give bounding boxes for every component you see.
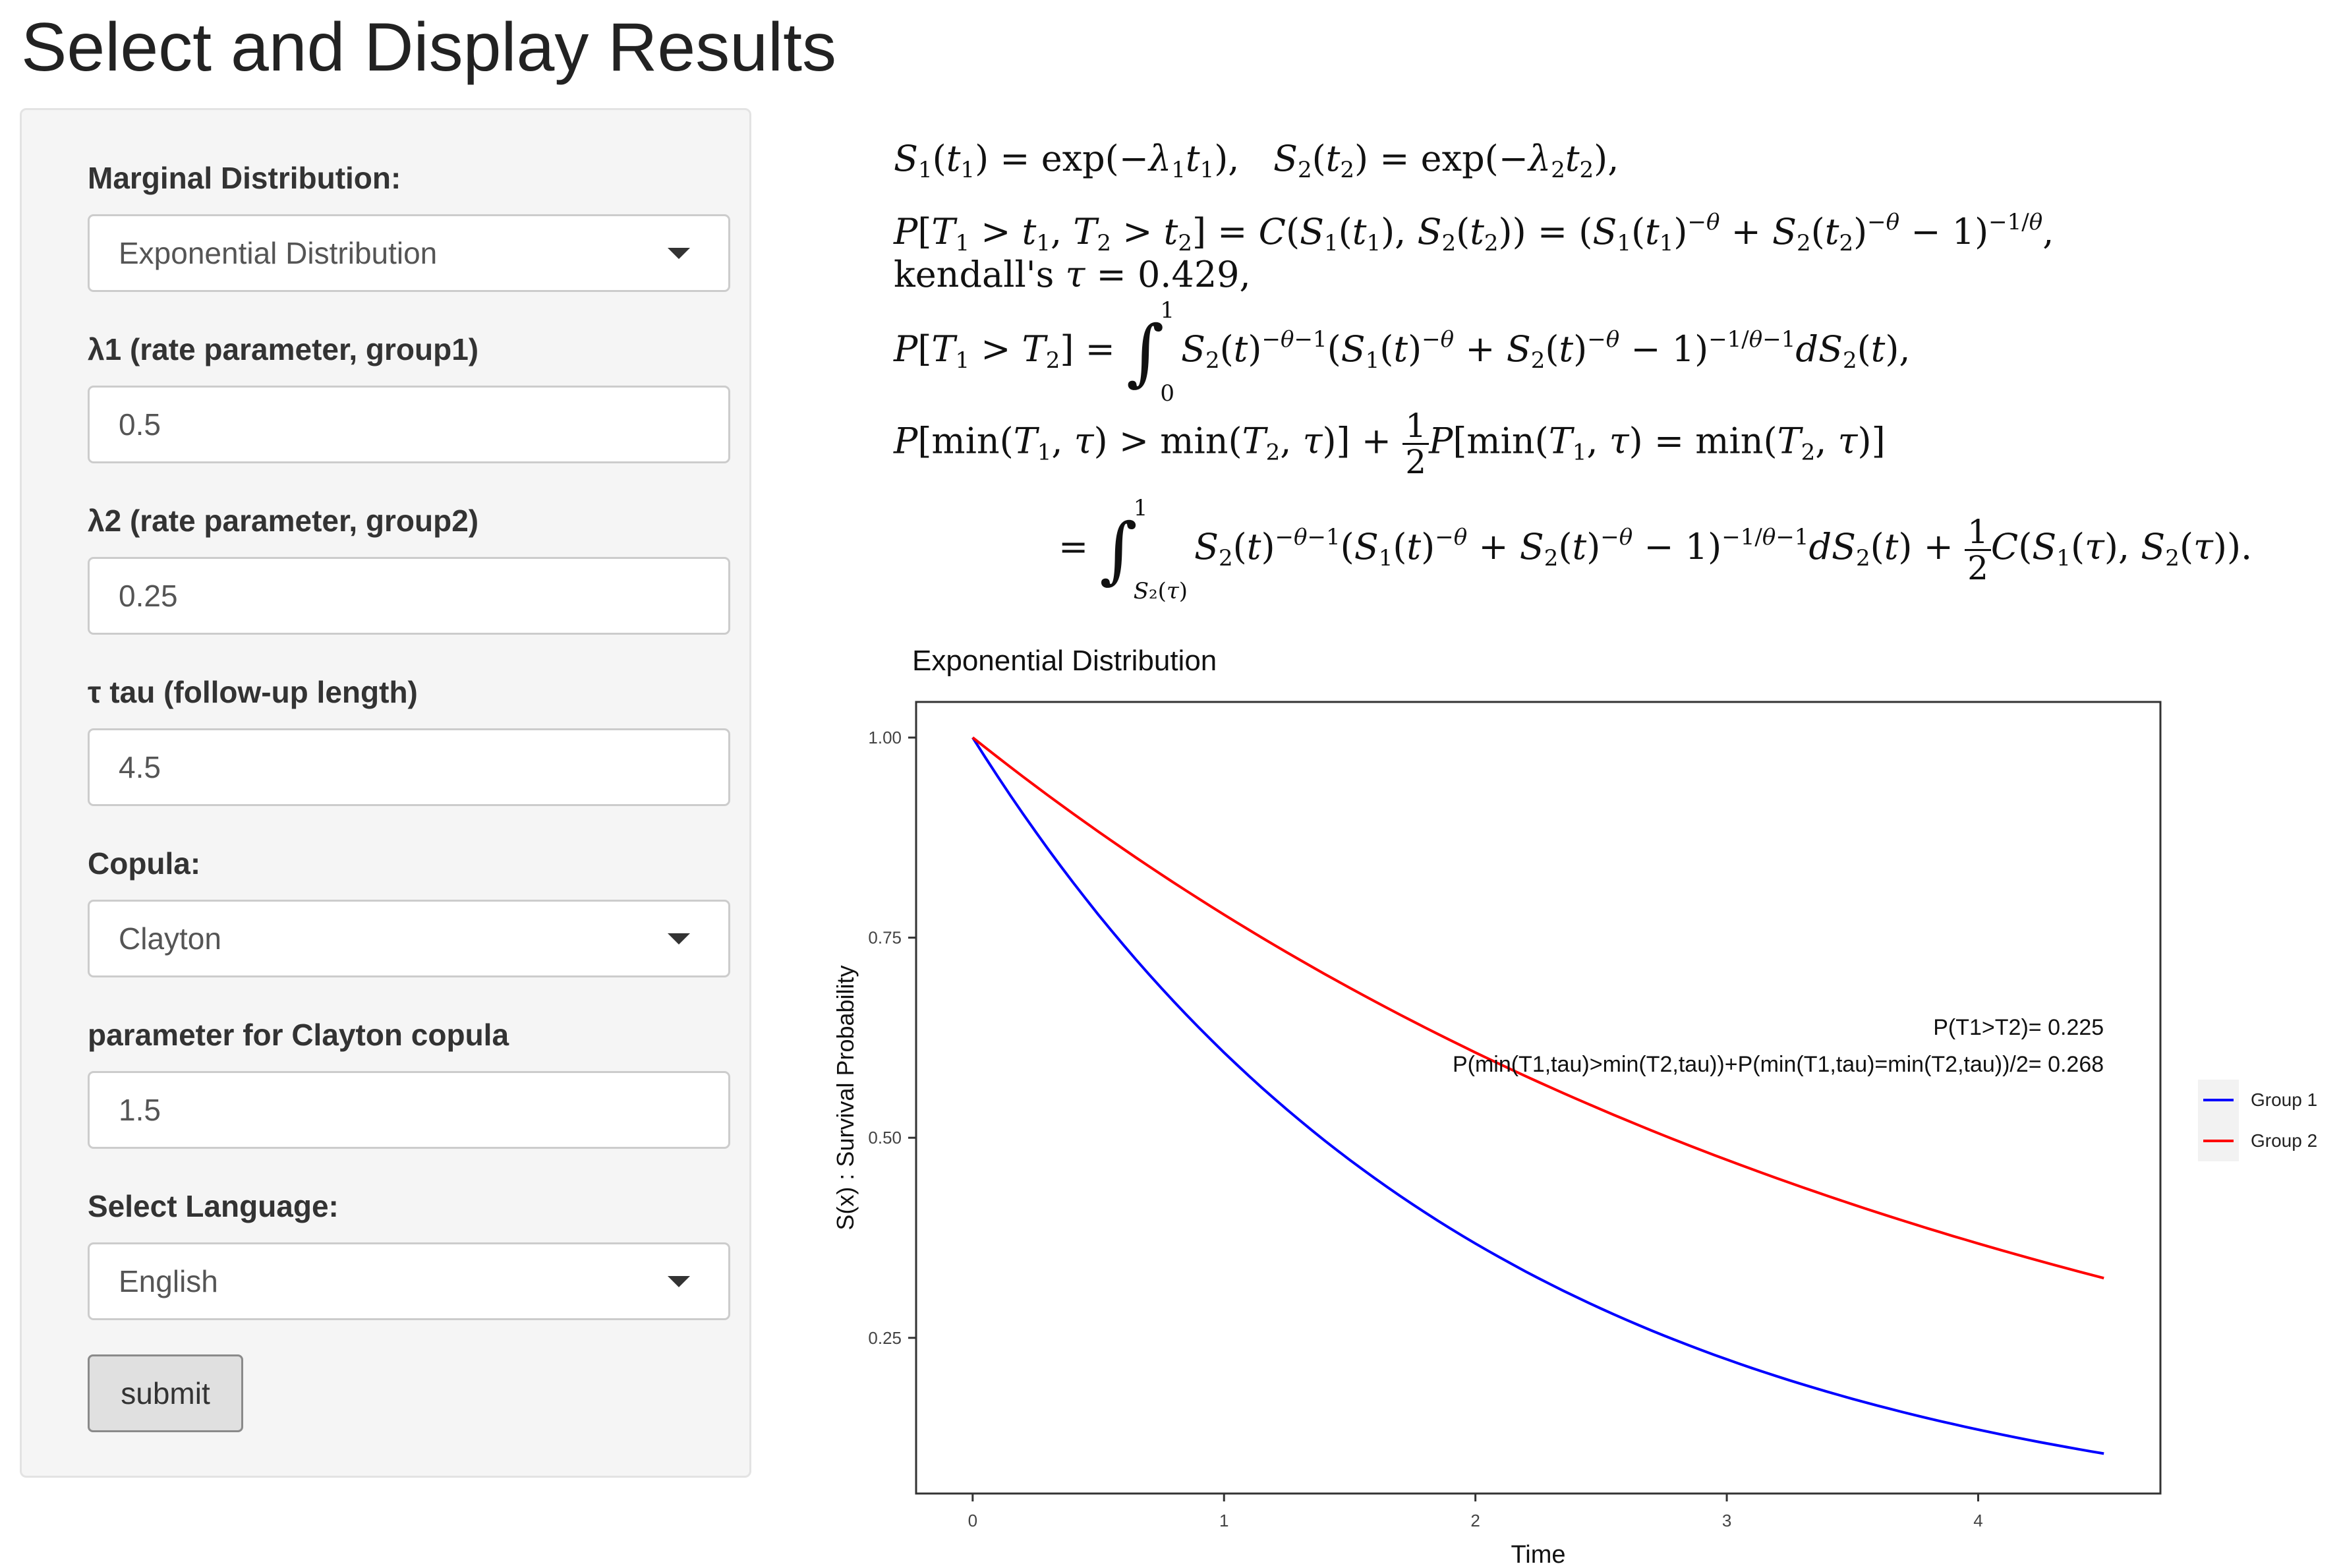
- x-tick-label: 4: [1973, 1511, 1982, 1530]
- kendall-value: 0.429: [1137, 254, 1240, 295]
- y-axis-title: S(x) : Survival Probability: [832, 965, 859, 1230]
- copula-parameter-input[interactable]: 1.5: [88, 1071, 730, 1149]
- plot-panel: [915, 701, 2162, 1495]
- copula-select[interactable]: Clayton: [88, 900, 730, 977]
- survival-chart: 0 1 2 3 4 0.25 0.50 0.75 1.00 Time S(x) : Survival…: [832, 701, 2317, 1568]
- copula-label: Copula:: [88, 846, 201, 881]
- language-label: Select Language:: [88, 1189, 339, 1223]
- formula-copula: P[T1 > t1, T2 > t2] = C(S1(t1), S2(t2)) …: [894, 209, 2054, 256]
- chevron-down-icon: [668, 248, 690, 259]
- series-line-group-2: [971, 736, 2104, 1280]
- y-tick-label: 0.50: [868, 1128, 902, 1147]
- legend-key-background: [2198, 1080, 2239, 1161]
- lambda1-label: λ1 (rate parameter, group1): [88, 332, 479, 366]
- sidebar-panel: Marginal Distribution: Exponential Distr…: [20, 108, 751, 1478]
- chart-title: Exponential Distribution: [912, 645, 1217, 677]
- marginal-distribution-select[interactable]: Exponential Distribution: [88, 214, 730, 292]
- series-line-group-1: [971, 736, 2104, 1455]
- y-tick-label: 0.25: [868, 1328, 902, 1348]
- legend-label: Group 1: [2251, 1089, 2317, 1110]
- submit-button[interactable]: submit: [88, 1354, 243, 1432]
- x-tick-label: 3: [1722, 1511, 1731, 1530]
- tau-input[interactable]: 4.5: [88, 728, 730, 806]
- chevron-down-icon: [668, 1276, 690, 1287]
- language-value: English: [119, 1264, 218, 1298]
- y-tick-label: 1.00: [868, 728, 902, 747]
- annotation-p-t1-gt-t2: P(T1>T2)= 0.225: [1933, 1015, 2104, 1040]
- formula-prob-t1-gt-t2: P[T1 > T2] = ∫ 1 0 S2(t)−θ−1(S1(t)−θ + S2(t…: [894, 297, 1911, 407]
- copula-value: Clayton: [119, 921, 221, 956]
- legend-label: Group 2: [2251, 1130, 2317, 1151]
- formula-marginals: S1(t1) = exp(−λ1t1), S2(t2) = exp(−λ2t2)…: [894, 138, 1619, 183]
- lambda2-label: λ2 (rate parameter, group2): [88, 504, 479, 538]
- marginal-distribution-label: Marginal Distribution:: [88, 161, 401, 195]
- formula-restricted-lhs: P[min(T1, τ) > min(T2, τ)] + 1 2 P[min(T1,…: [894, 407, 1886, 481]
- kendall-label: kendall's: [894, 254, 1066, 295]
- marginal-distribution-value: Exponential Distribution: [119, 236, 438, 270]
- x-tick-label: 1: [1219, 1511, 1228, 1530]
- language-select[interactable]: English: [88, 1242, 730, 1320]
- x-axis-title: Time: [1511, 1541, 1565, 1568]
- y-tick-label: 0.75: [868, 928, 902, 948]
- copula-parameter-label: parameter for Clayton copula: [88, 1018, 509, 1052]
- formula-block: S1(t1) = exp(−λ1t1), S2(t2) = exp(−λ2t2)…: [894, 125, 2330, 626]
- annotation-restricted-prob: P(min(T1,tau)>min(T2,tau))+P(min(T1,tau)…: [1453, 1052, 2104, 1077]
- x-tick-label: 0: [968, 1511, 977, 1530]
- lambda1-input[interactable]: 0.5: [88, 386, 730, 463]
- formula-restricted-rhs: = ∫ 1 S₂(τ) S2(t)−θ−1(S1(t)−θ + S2(t)−θ − 1…: [1058, 495, 2253, 604]
- x-tick-label: 2: [1470, 1511, 1480, 1530]
- lambda2-input[interactable]: 0.25: [88, 557, 730, 635]
- formula-kendall: kendall's τ = 0.429,: [894, 254, 1251, 295]
- page-title: Select and Display Results: [21, 9, 837, 86]
- tau-label: τ tau (follow-up length): [88, 675, 418, 709]
- chevron-down-icon: [668, 933, 690, 944]
